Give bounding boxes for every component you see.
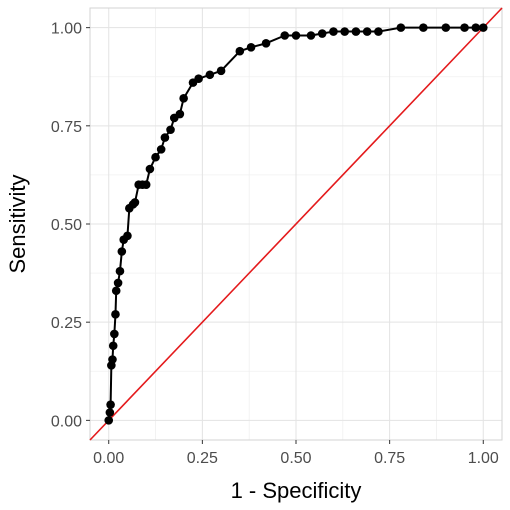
x-tick-label: 0.00: [93, 450, 124, 467]
x-tick-label: 0.50: [280, 450, 311, 467]
roc-point: [478, 23, 488, 32]
roc-point: [108, 355, 117, 364]
roc-point: [145, 164, 155, 174]
roc-point: [246, 42, 256, 52]
roc-point: [111, 286, 121, 296]
roc-point: [261, 39, 271, 48]
roc-point: [280, 31, 290, 40]
y-axis-ticks: 0.00 0.25 0.50 0.75 1.00: [51, 21, 90, 430]
roc-point: [130, 198, 140, 207]
roc-point: [123, 231, 132, 241]
y-tick-label: 0.25: [51, 315, 82, 332]
roc-point: [141, 180, 151, 190]
roc-point: [396, 23, 406, 32]
roc-point: [105, 408, 115, 417]
roc-point: [179, 94, 188, 103]
roc-point: [441, 23, 451, 32]
series-layer: [89, 7, 503, 441]
reference-diagonal-line: [89, 7, 503, 441]
roc-point: [235, 46, 245, 56]
roc-point: [460, 23, 469, 32]
roc-point: [108, 341, 118, 351]
roc-point: [205, 70, 215, 80]
roc-point: [160, 133, 170, 142]
y-axis-title: Sensitivity: [5, 174, 30, 273]
roc-point: [166, 125, 175, 135]
roc-point: [106, 400, 115, 409]
roc-point: [115, 266, 125, 276]
roc-point: [151, 152, 160, 162]
roc-point: [104, 416, 114, 425]
x-tick-label: 1.00: [468, 450, 499, 467]
roc-point: [194, 74, 203, 83]
roc-point: [291, 31, 301, 40]
grid-lines: [90, 8, 502, 440]
roc-point: [362, 27, 372, 36]
roc-point: [317, 29, 327, 38]
roc-point: [175, 109, 185, 119]
y-tick-label: 0.00: [51, 413, 82, 430]
roc-point: [110, 329, 119, 339]
x-tick-label: 0.25: [187, 450, 218, 467]
roc-point: [329, 27, 338, 36]
roc-point: [419, 23, 428, 32]
x-axis-title: 1 - Specificity: [231, 478, 362, 503]
roc-point: [351, 27, 361, 36]
y-tick-label: 0.50: [51, 217, 82, 234]
roc-point: [340, 27, 349, 36]
y-tick-label: 0.75: [51, 119, 82, 136]
roc-point: [306, 31, 316, 40]
roc-point: [156, 145, 166, 154]
x-axis-ticks: 0.00 0.25 0.50 0.75 1.00: [93, 440, 499, 467]
roc-point: [117, 247, 127, 256]
roc-point: [111, 310, 120, 319]
roc-point: [471, 23, 481, 32]
roc-point: [374, 27, 383, 36]
roc-point: [113, 278, 123, 288]
y-tick-label: 1.00: [51, 21, 82, 38]
x-tick-label: 0.75: [374, 450, 405, 467]
roc-point: [216, 66, 226, 76]
